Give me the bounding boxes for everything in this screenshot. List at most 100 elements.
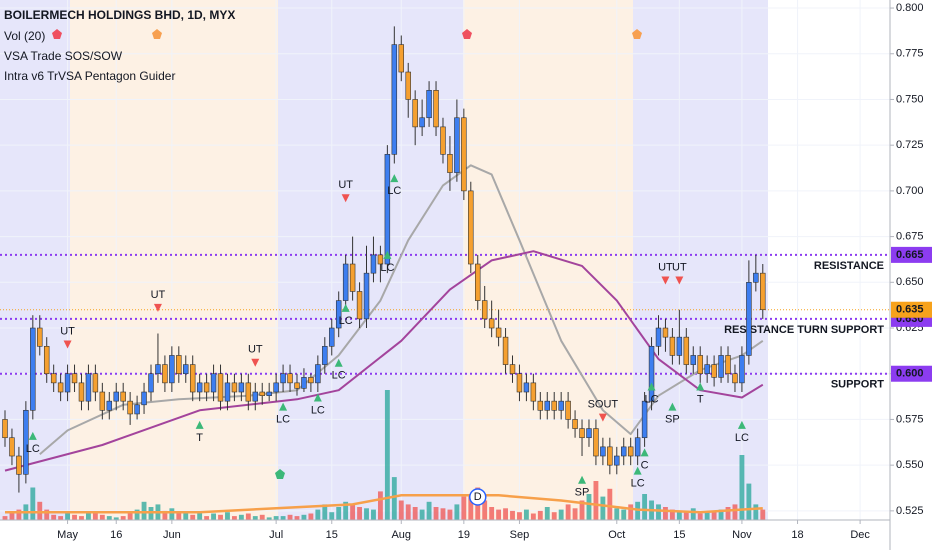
candle-body [398,44,405,73]
volume-bar [176,512,182,520]
signal-label: LC [387,185,401,197]
candle-body [558,400,564,411]
candle-body [565,400,571,420]
candle-body [155,364,161,375]
volume-bar [746,483,752,520]
volume-bar [127,513,133,520]
candle-body [148,373,154,393]
x-tick-label: 16 [110,529,122,541]
pentagon [52,29,62,39]
legend: BOILERMECH HOLDINGS BHD, 1D, MYX Vol (20… [4,8,235,83]
signal-label: UT [658,261,673,273]
candle-body [315,364,321,384]
candle-body [217,373,224,402]
volume-bar [489,507,495,520]
candle-body [266,391,272,396]
volume-bar [607,488,613,520]
volume-bar [377,491,383,520]
y-tick-label: 0.700 [896,185,924,197]
signal-marker [633,466,642,475]
signal-label: UT [60,325,75,337]
candle-body [280,373,286,384]
pentagon [462,29,472,39]
y-tick-label: 0.775 [896,48,924,60]
volume-bar [697,513,703,520]
candle-body [607,446,613,466]
candle-body [259,391,265,396]
volume-bar [2,516,8,520]
candle-body [43,346,50,375]
candle-body [440,126,446,155]
volume-bar [565,504,571,520]
volume-bar [468,494,474,520]
candle-body [662,327,669,338]
band [633,0,768,520]
volume-bar [294,516,300,520]
x-tick-label: Dec [850,529,870,541]
volume-bar [287,514,293,520]
indicator: Intra v6 TrVSA Pentagon Guider [4,69,175,83]
volume-bar [148,507,154,520]
volume-bar [211,513,216,520]
candle-body [294,382,300,389]
candle-body [481,300,488,320]
y-tick-label: 0.550 [896,459,924,471]
volume-bar [85,513,91,520]
volume-bar [676,512,682,520]
signal-marker [341,303,350,312]
volume-bar [753,504,759,520]
candle-body [468,190,474,265]
candle-body [412,99,418,128]
level-tag [891,365,932,382]
candle-body [551,400,557,411]
candle-body [648,346,655,402]
grid [0,0,890,520]
volume-bar [218,514,223,520]
candle-body [690,355,696,365]
candle-body [23,409,29,475]
candle-body [655,327,662,347]
volume-bar [162,510,168,520]
signal-marker [661,276,670,285]
volume-bar [635,501,641,520]
volume-bar [315,509,321,520]
volume-bar [482,500,488,520]
volume-ma [5,494,763,514]
candle-body [572,419,578,429]
candle-body [50,373,57,384]
volume-bar [510,510,515,520]
y-tick-label: 0.725 [896,139,924,151]
candle-body [746,282,752,356]
volume-bar [259,514,265,520]
candle-body [447,154,453,173]
candle-body [753,272,759,283]
volume-bar [266,517,272,520]
volume-bar [371,509,376,520]
candle-body [530,382,537,402]
signal-marker [334,358,343,367]
volume-bar [503,508,508,520]
x-tick-label: 19 [458,529,470,541]
candle-body [641,400,648,439]
volume-bar [357,507,362,520]
signal-label: T [196,432,203,444]
candle-body [697,355,703,375]
candle-body [37,327,43,347]
candle-body [509,364,516,375]
indicator: Vol (20) [4,29,45,43]
signal-marker [63,340,72,349]
volume-bar [134,509,140,520]
volume-bar [350,504,356,520]
volume-bar [454,504,460,520]
candle-body [273,382,279,393]
volume-bar [329,512,335,520]
volume-bar [711,510,717,520]
volume-bar [384,390,390,520]
volume-bar [433,507,439,520]
candle-body [120,391,126,402]
candle-body [245,382,252,402]
volume-bar [308,513,314,520]
signal-label: LC [339,315,353,327]
volume-bar [690,508,696,520]
volume-bar [106,516,112,520]
